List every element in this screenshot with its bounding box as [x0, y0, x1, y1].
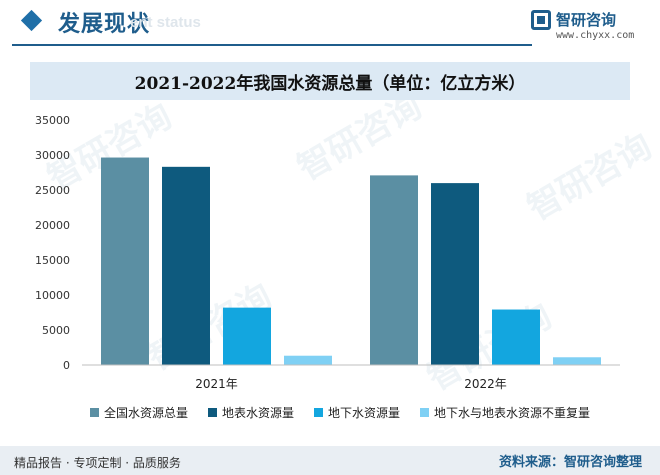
header-divider [12, 44, 532, 46]
x-category-label: 2021年 [195, 377, 238, 391]
bar [431, 183, 479, 365]
y-tick-label: 10000 [35, 289, 70, 302]
y-tick-label: 20000 [35, 219, 70, 232]
legend-swatch [208, 407, 218, 417]
y-tick-label: 30000 [35, 149, 70, 162]
legend-item: 地下水资源量 [314, 404, 400, 421]
legend-label: 地下水资源量 [328, 405, 401, 420]
legend-item: 地下水与地表水资源不重复量 [420, 404, 590, 421]
chart-title-bar: 2021-2022年我国水资源总量（单位：亿立方米） [30, 62, 630, 100]
x-axis: 2021年 2022年 [82, 364, 620, 391]
bar-chart: 0 5000 10000 15000 20000 25000 30000 35000 2021… [35, 114, 620, 391]
y-tick-label: 5000 [42, 324, 70, 337]
y-tick-label: 25000 [35, 184, 70, 197]
legend-item: 全国水资源总量 [90, 404, 188, 421]
legend-swatch [90, 407, 99, 417]
legend-label: 地表水资源量 [222, 405, 295, 420]
chart-title: 2021-2022年我国水资源总量（单位：亿立方米） [134, 73, 526, 94]
bar [553, 357, 601, 365]
bar [162, 166, 210, 365]
chart-legend: 全国水资源总量 地表水资源量 地下水资源量 地下水与地表水资源不重复量 [90, 404, 590, 420]
source-note: 资料来源：智研咨询整理 [498, 455, 642, 470]
y-axis: 0 5000 10000 15000 20000 25000 30000 35000 [35, 114, 70, 372]
bar [101, 157, 149, 365]
brand-logo-icon [531, 10, 551, 30]
bar [370, 175, 418, 365]
page-footer: 精品报告 · 专项定制 · 品质服务 资料来源：智研咨询整理 [0, 446, 660, 475]
legend-label: 全国水资源总量 [104, 405, 189, 420]
bar [284, 355, 332, 365]
legend-item: 地表水资源量 [208, 404, 294, 421]
legend-label: 地下水与地表水资源不重复量 [434, 405, 591, 420]
legend-swatch [420, 407, 430, 417]
legend-swatch [314, 407, 324, 417]
section-title: 发展现状 [58, 12, 151, 37]
y-tick-label: 0 [63, 359, 70, 372]
footer-tagline: 精品报告 · 专项定制 · 品质服务 [14, 456, 181, 470]
bars-group [101, 157, 601, 365]
bar [223, 307, 271, 365]
brand-name: 智研咨询 [556, 11, 617, 29]
y-tick-label: 35000 [35, 114, 70, 127]
bar [492, 309, 540, 365]
brand-url: www.chyxx.com [556, 30, 635, 41]
page-header: 发展现状 ent status 智研咨询 www.chyxx.com [0, 0, 660, 48]
y-tick-label: 15000 [35, 254, 70, 267]
diamond-icon [20, 9, 43, 32]
x-category-label: 2022年 [464, 377, 507, 391]
section-subtitle: ent status [130, 14, 201, 31]
